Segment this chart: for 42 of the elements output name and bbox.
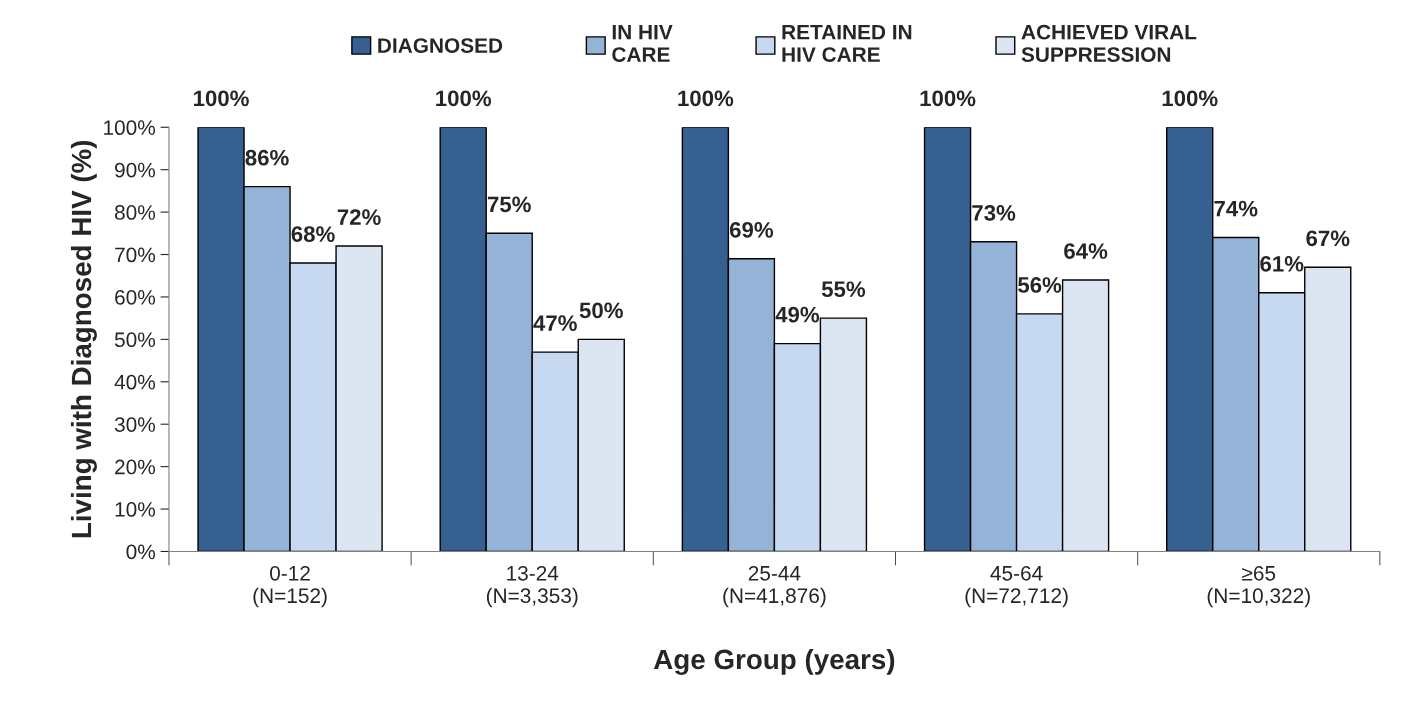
data-label: 100% [436,90,492,107]
data-label: 72% [337,209,381,225]
x-tick-label: ≥65 (N=10,322) [1207,565,1310,608]
legend-label: RETAINED IN HIV CARE [782,24,912,62]
y-tick-label: 0% [126,544,156,560]
data-label: 100% [194,90,249,107]
x-tick-label: 13-24 (N=3,353) [486,565,578,608]
x-tick-label: 0-12 (N=152) [253,565,327,608]
data-label: 100% [678,90,734,107]
data-label: 75% [487,196,531,213]
data-label: 73% [972,205,1016,221]
data-label: 100% [920,90,976,107]
y-axis-title: Living with Diagnosed HIV (%) [70,140,97,538]
x-tick-label: 25-44 (N=41,876) [723,565,826,608]
y-tick-label: 70% [115,247,156,263]
y-tick-label: 20% [115,459,156,475]
y-tick-label: 80% [114,205,156,220]
data-label: 55% [821,281,866,298]
data-label: 74% [1214,200,1258,217]
y-tick-label: 100% [104,120,156,136]
data-label: 67% [1306,230,1350,247]
x-axis-title: Age Group (years) [653,648,895,675]
x-tick-label: 45-64 (N=72,712) [965,565,1068,608]
y-tick-label: 60% [115,289,156,305]
data-label: 47% [533,315,577,331]
data-label: 50% [579,302,623,319]
data-label: 61% [1260,255,1304,272]
data-label: 68% [291,226,335,242]
y-tick-label: 40% [114,374,156,390]
data-label: 86% [245,149,289,166]
legend-label: DIAGNOSED [378,38,503,53]
y-tick-label: 50% [114,332,156,348]
legend-label: IN HIV CARE [612,24,673,62]
y-tick-label: 90% [115,162,156,178]
data-label: 100% [1162,90,1218,107]
y-tick-label: 30% [114,417,156,432]
y-tick-label: 10% [115,502,156,517]
data-label: 69% [729,221,774,238]
data-label: 64% [1064,243,1108,259]
data-label: 56% [1018,277,1062,293]
data-label: 49% [775,306,820,323]
legend-label: ACHIEVED VIRAL SUPPRESSION [1021,24,1197,62]
